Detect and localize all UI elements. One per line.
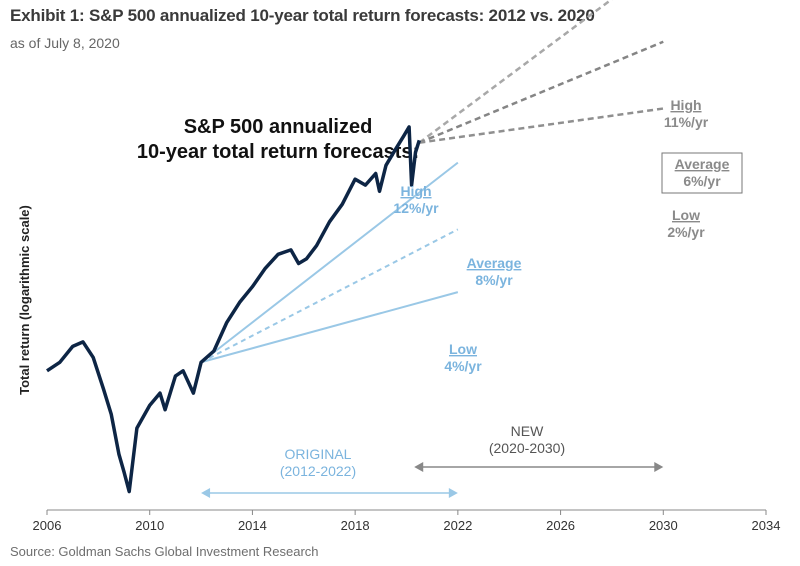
new-average-forecast-line <box>418 40 664 144</box>
original-high-rate: 12%/yr <box>393 200 439 216</box>
chart-title-line-1: S&P 500 annualized <box>184 116 373 138</box>
new-period-arrow-right-head <box>654 462 664 472</box>
new-high-label: High <box>670 97 701 113</box>
x-tick-label-2014: 2014 <box>238 518 267 533</box>
new-period-range: (2020-2030) <box>489 440 565 456</box>
x-tick-label-2026: 2026 <box>546 518 575 533</box>
x-tick-label-2030: 2030 <box>649 518 678 533</box>
exhibit-title: Exhibit 1: S&P 500 annualized 10-year to… <box>10 6 595 25</box>
original-high-forecast-line <box>200 161 459 364</box>
original-low-rate: 4%/yr <box>444 358 482 374</box>
original-period-range: (2012-2022) <box>280 463 356 479</box>
original-low-label: Low <box>449 341 477 357</box>
x-tick-label-2022: 2022 <box>443 518 472 533</box>
sp500-total-return-line <box>46 125 421 494</box>
new-period-label: NEW <box>511 423 544 439</box>
source-note: Source: Goldman Sachs Global Investment … <box>10 544 319 559</box>
new-average-label: Average <box>675 156 730 172</box>
original-period-arrow-right-head <box>448 488 458 498</box>
original-high-label: High <box>400 183 431 199</box>
new-high-forecast-line <box>418 0 613 144</box>
original-period-label: ORIGINAL <box>285 446 352 462</box>
chart-title-line-2: 10-year total return forecasts: <box>137 141 419 163</box>
new-period-arrow-left-head <box>414 462 424 472</box>
new-high-rate: 11%/yr <box>664 114 709 130</box>
new-low-rate: 2%/yr <box>667 224 705 240</box>
exhibit-subtitle: as of July 8, 2020 <box>10 35 120 51</box>
new-average-rate: 6%/yr <box>683 173 721 189</box>
new-low-forecast-line <box>419 107 664 144</box>
x-tick-label-2006: 2006 <box>33 518 62 533</box>
new-average-label-box <box>661 152 743 194</box>
y-axis-label: Total return (logarithmic scale) <box>17 205 32 395</box>
original-average-forecast-line <box>200 228 459 364</box>
x-tick-label-2010: 2010 <box>135 518 164 533</box>
original-average-label: Average <box>467 255 522 271</box>
x-tick-label-2034: 2034 <box>752 518 781 533</box>
original-low-forecast-line <box>200 291 459 364</box>
new-low-label: Low <box>672 207 700 223</box>
x-tick-label-2018: 2018 <box>341 518 370 533</box>
original-period-arrow-left-head <box>201 488 211 498</box>
original-average-rate: 8%/yr <box>475 272 513 288</box>
